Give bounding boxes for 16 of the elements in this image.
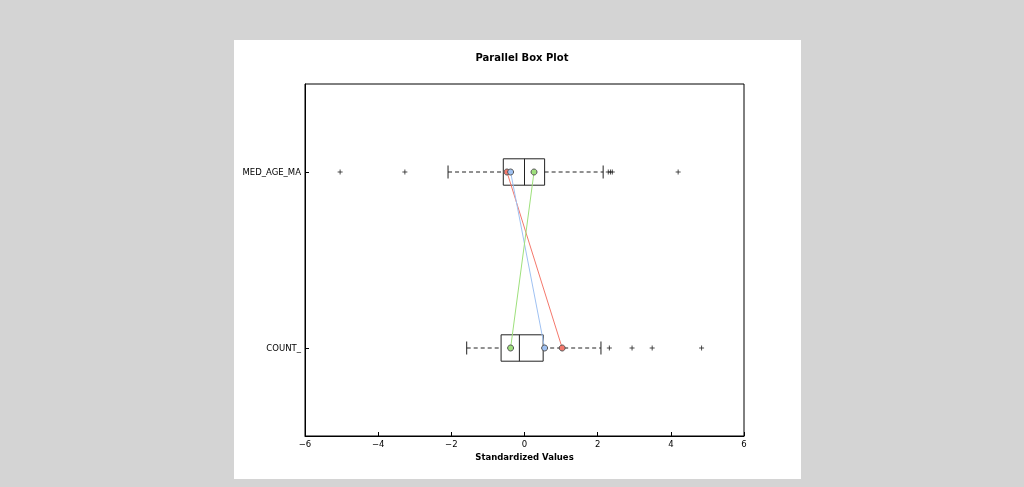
x-tick-label: 2 [594, 438, 601, 449]
chart-title: Parallel Box Plot [475, 51, 569, 63]
x-tick-label: 0 [521, 438, 528, 449]
x-tick-label: 4 [668, 438, 674, 449]
x-axis-title: Standardized Values [475, 452, 574, 463]
point [558, 344, 566, 352]
point [507, 344, 515, 352]
x-tick-label: −4 [371, 438, 385, 449]
y-tick-label: MED_AGE_MA [242, 167, 302, 177]
x-tick-label: −2 [445, 438, 458, 449]
x-tick-label: 6 [741, 438, 747, 449]
point [507, 168, 515, 176]
point [541, 344, 549, 352]
point [530, 168, 538, 176]
y-tick-label: COUNT_ [266, 343, 302, 353]
x-tick-label: −6 [298, 438, 312, 449]
